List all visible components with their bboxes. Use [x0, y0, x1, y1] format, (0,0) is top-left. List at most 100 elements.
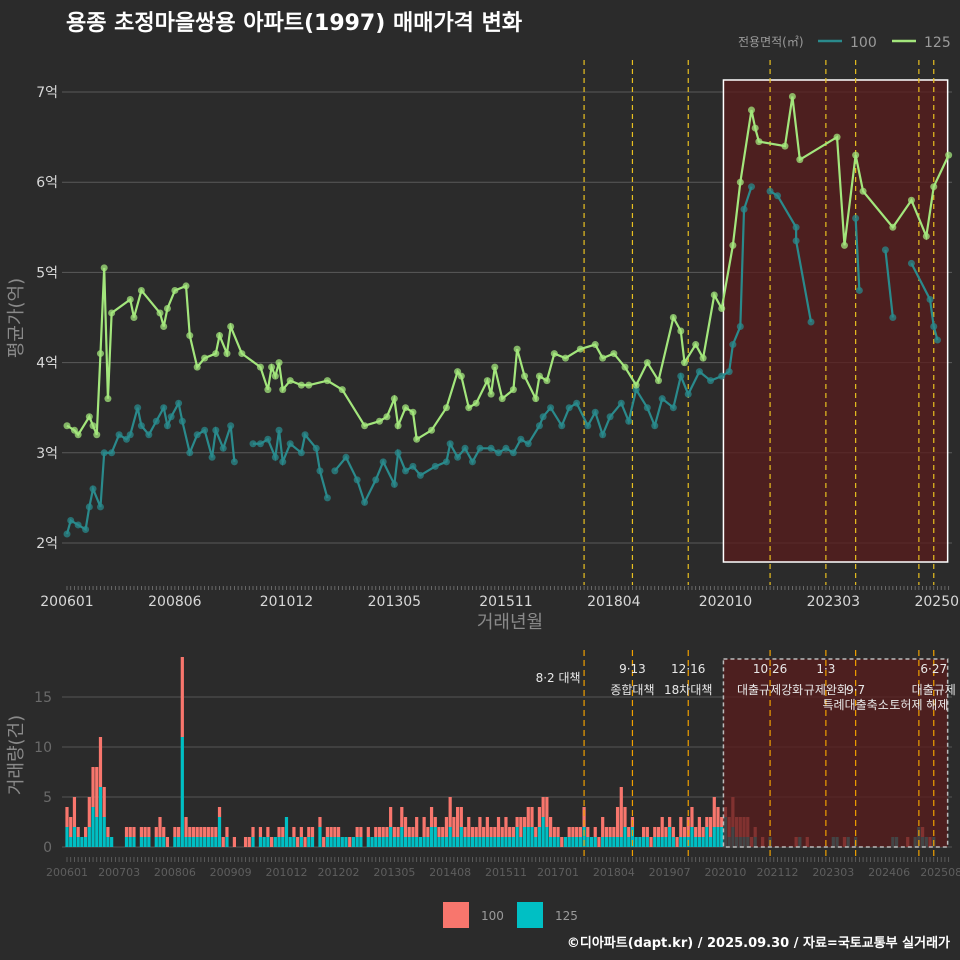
bar-125 — [210, 837, 214, 847]
bar-125 — [485, 837, 489, 847]
bar-100 — [593, 827, 597, 837]
bar-125 — [578, 837, 582, 847]
data-point-125 — [576, 345, 584, 353]
bar-100 — [87, 797, 91, 827]
bar-125 — [441, 837, 445, 847]
bar-125 — [158, 837, 162, 847]
bar-100 — [98, 737, 103, 787]
bar-125 — [470, 837, 475, 847]
bar-100 — [656, 827, 661, 837]
data-point-125 — [677, 327, 685, 335]
data-point-100 — [930, 323, 938, 331]
bar-125 — [188, 837, 192, 847]
bar-100 — [716, 807, 720, 827]
bar-125 — [418, 837, 422, 847]
bar-125 — [203, 837, 207, 847]
data-point-100 — [740, 205, 748, 213]
x-tick-label: 202010 — [699, 594, 752, 610]
bar-100 — [675, 837, 679, 847]
data-point-125 — [74, 431, 82, 439]
data-point-125 — [747, 106, 755, 114]
bar-125 — [642, 837, 646, 847]
bar-125 — [366, 837, 370, 847]
bar-100 — [441, 827, 445, 837]
bar-100 — [407, 827, 411, 837]
data-point-125 — [163, 304, 171, 312]
bar-125 — [411, 837, 415, 847]
bar-100 — [158, 817, 162, 837]
bar-125 — [653, 837, 657, 847]
bar-100 — [567, 827, 571, 837]
x-tick-label: 200601 — [40, 594, 93, 610]
data-point-100 — [100, 449, 108, 457]
data-point-100 — [502, 444, 510, 452]
bar-125 — [336, 837, 341, 847]
bar-125 — [482, 837, 486, 847]
bar-100 — [310, 827, 315, 837]
data-point-100 — [264, 435, 272, 443]
data-point-125 — [487, 390, 495, 398]
data-point-125 — [201, 354, 209, 362]
bar-125 — [511, 837, 515, 847]
bar-100 — [444, 817, 449, 837]
data-point-100 — [271, 453, 279, 461]
data-point-100 — [718, 372, 726, 380]
data-point-100 — [524, 440, 532, 448]
data-point-125 — [643, 359, 651, 367]
data-point-125 — [532, 395, 540, 403]
bar-125 — [623, 827, 627, 847]
data-point-100 — [446, 440, 454, 448]
bar-125 — [310, 837, 315, 847]
data-point-125 — [126, 295, 134, 303]
bar-125 — [177, 837, 181, 847]
data-point-125 — [483, 377, 491, 385]
bar-100 — [377, 827, 382, 837]
data-point-100 — [454, 453, 462, 461]
bar-125 — [225, 837, 229, 847]
bar-100 — [154, 827, 158, 837]
data-point-125 — [193, 363, 201, 371]
bar-125 — [132, 837, 136, 847]
bar-125 — [656, 837, 661, 847]
bar-125 — [91, 807, 95, 847]
bar-100 — [459, 807, 463, 827]
data-point-100 — [74, 521, 82, 529]
data-point-125 — [840, 241, 848, 249]
bar-100 — [467, 817, 471, 837]
policy-date-label: 6·27 — [920, 662, 947, 676]
data-point-125 — [171, 286, 179, 294]
bar-100 — [615, 807, 620, 837]
data-point-100 — [584, 422, 592, 430]
bar-125 — [429, 827, 434, 847]
bar-125 — [493, 837, 497, 847]
bar-125 — [694, 837, 698, 847]
bar-100 — [582, 807, 586, 827]
bar-125 — [422, 837, 426, 847]
data-point-125 — [137, 286, 145, 294]
bar-100 — [325, 827, 329, 837]
data-point-100 — [316, 467, 324, 475]
bar-100 — [411, 827, 415, 837]
bar-100 — [422, 817, 426, 837]
bar-100 — [545, 797, 549, 827]
data-point-125 — [654, 377, 662, 385]
bar-125 — [389, 827, 393, 847]
bar-100 — [303, 837, 307, 847]
data-point-125 — [271, 372, 279, 380]
bar-100 — [571, 827, 575, 837]
data-point-100 — [747, 183, 755, 191]
bar-125 — [381, 837, 385, 847]
data-point-125 — [85, 413, 93, 421]
x-tick-label: 202303 — [807, 594, 860, 610]
data-point-125 — [413, 435, 421, 443]
x-tick-label: 202508 — [914, 594, 960, 610]
bar-100 — [541, 797, 545, 817]
data-point-125 — [338, 386, 346, 394]
bar-100 — [277, 827, 281, 837]
bar-125 — [214, 837, 218, 847]
policy-date-label: 9·13 — [619, 662, 646, 676]
data-point-100 — [442, 458, 450, 466]
data-point-100 — [766, 187, 774, 195]
policy-date-label: 10·26 — [753, 662, 787, 676]
data-point-100 — [372, 476, 380, 484]
